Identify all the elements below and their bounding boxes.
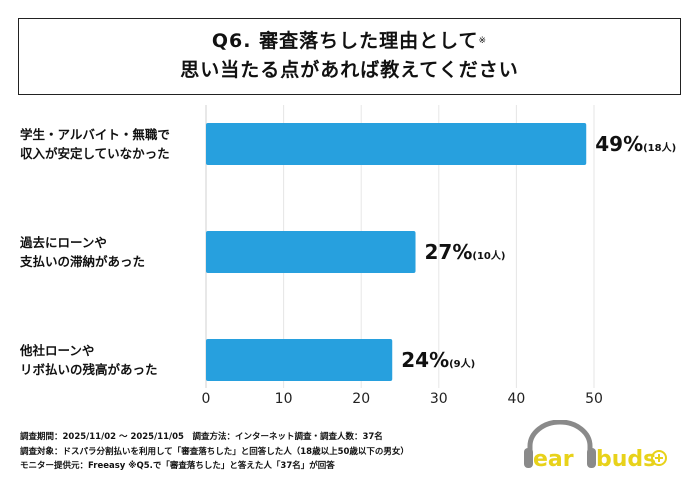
category-label: リボ払いの残高があった: [20, 362, 158, 377]
x-tick-label: 0: [202, 391, 211, 407]
svg-text:ear: ear: [533, 447, 574, 472]
x-tick-label: 10: [275, 391, 293, 407]
category-label: 支払いの滞納があった: [19, 254, 145, 269]
x-tick-label: 30: [430, 391, 448, 407]
x-tick-label: 50: [585, 391, 603, 407]
value-label: 49%(18人): [595, 132, 676, 156]
category-label: 収入が安定していなかった: [20, 146, 170, 161]
title-box: Q6. 審査落ちした理由として※ 思い当たる点があれば教えてください: [18, 18, 681, 95]
percent-label: 27%: [425, 240, 473, 264]
category-label: 他社ローンや: [19, 343, 94, 358]
count-label: (10人): [472, 249, 505, 262]
chart-title-line1: Q6. 審査落ちした理由として※: [19, 27, 680, 56]
title-text: Q6. 審査落ちした理由として: [211, 30, 479, 52]
chart-title-line2: 思い当たる点があれば教えてください: [180, 59, 519, 81]
value-label: 27%(10人): [425, 240, 506, 264]
count-label: (9人): [449, 357, 475, 370]
svg-text:buds: buds: [596, 447, 656, 472]
bar: [206, 123, 587, 165]
x-tick-label: 20: [352, 391, 370, 407]
note-mark: ※: [478, 36, 488, 46]
footer-line-target: 調査対象：ドスパラ分割払いを利用して「審査落ちした」と回答した人（18歳以上50…: [20, 446, 409, 457]
x-tick-label: 40: [507, 391, 525, 407]
bar: [206, 339, 393, 381]
category-label: 学生・アルバイト・無職で: [20, 127, 170, 142]
survey-footer: 調査期間：2025/11/02 ～ 2025/11/05 調査方法：インターネッ…: [20, 430, 409, 474]
percent-label: 24%: [401, 348, 449, 372]
count-label: (18人): [643, 141, 676, 154]
earbuds-logo: ear buds: [524, 420, 667, 472]
value-label: 24%(9人): [401, 348, 475, 372]
category-label: 過去にローンや: [19, 235, 107, 250]
bar: [206, 231, 416, 273]
footer-line-source: モニター提供元：Freeasy ※Q5.で「審査落ちした」と答えた人「37名」が…: [20, 461, 335, 471]
footer-line-period: 調査期間：2025/11/02 ～ 2025/11/05 調査方法：インターネッ…: [20, 432, 383, 442]
percent-label: 49%: [595, 132, 643, 156]
